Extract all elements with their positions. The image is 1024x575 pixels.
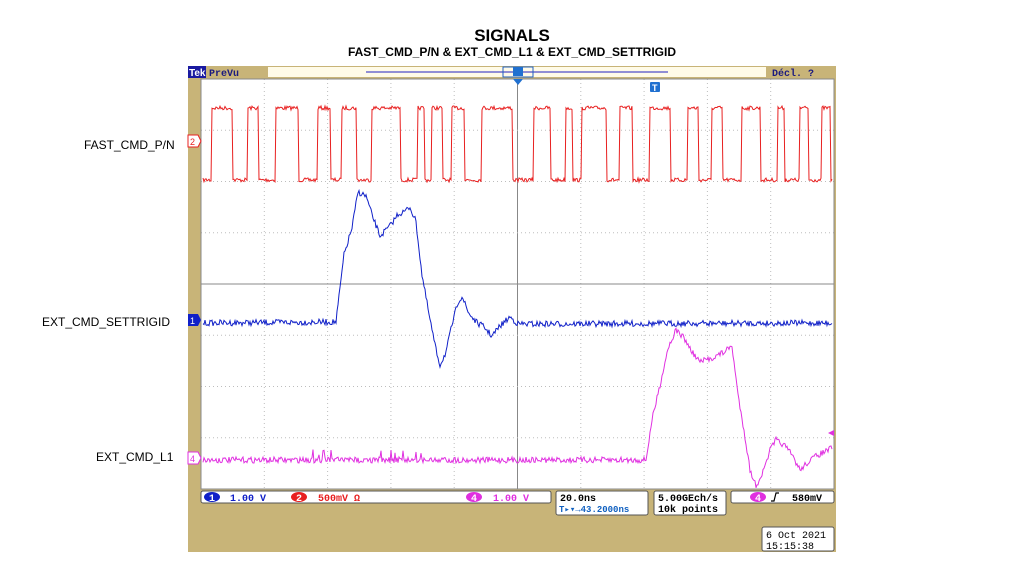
trigger-delay-text: T▸▾→43.2000ns [559,505,629,515]
trigger-t-marker-icon [650,82,660,92]
trigger-position-icon [513,67,523,76]
brand-text: Tek [189,68,206,79]
ch2-ground-marker-icon: 2 [187,134,202,148]
svg-text:1: 1 [209,494,215,505]
svg-text:2: 2 [190,137,195,147]
channel-readout-bar [200,490,552,504]
date-text: 6 Oct 2021 [766,531,826,542]
svg-text:2: 2 [296,494,302,505]
trigger-level-marker-icon [828,430,834,436]
time-text: 15:15:38 [766,542,814,553]
acquisition-box [653,490,727,516]
svg-text:4: 4 [755,494,761,505]
svg-text:4: 4 [190,454,195,464]
rising-edge-icon [771,492,779,502]
label-ext-cmd-settrigid: EXT_CMD_SETTRIGID [42,315,171,329]
ch2-scale: 500mV Ω [318,494,360,505]
waveform-ch1-ext-cmd-settrigid [202,188,833,369]
slide-subtitle: FAST_CMD_P/N & EXT_CMD_L1 & EXT_CMD_SETT… [347,45,677,59]
trigger-level-text: 580mV [792,494,822,505]
timebase-text: 20.0ns [560,494,596,505]
svg-text:1: 1 [190,316,195,326]
label-ext-cmd-l1: EXT_CMD_L1 [96,450,174,464]
ch1-scale: 1.00 V [230,494,266,505]
trigger-time-marker-icon [513,79,523,85]
mode-text: PreVu [209,69,239,80]
waveform-ch4-ext-cmd-l1 [202,327,833,488]
sample-rate-text: 5.00GEch/s [658,493,718,505]
ch4-ground-marker-icon: 4 [187,451,202,465]
slide-title: SIGNALS [474,26,550,45]
waveform-ch2-fast-cmd [202,104,833,184]
datetime-box [761,526,835,552]
trigger-status-text: Décl. ? [772,68,814,80]
ch4-scale: 1.00 V [493,494,529,505]
label-fast-cmd: FAST_CMD_P/N [84,138,175,152]
svg-text:T: T [652,83,658,93]
svg-text:4: 4 [471,494,477,505]
ch1-ground-marker-icon: 1 [188,314,201,326]
record-length-text: 10k points [658,504,718,516]
brand-badge [188,66,206,78]
